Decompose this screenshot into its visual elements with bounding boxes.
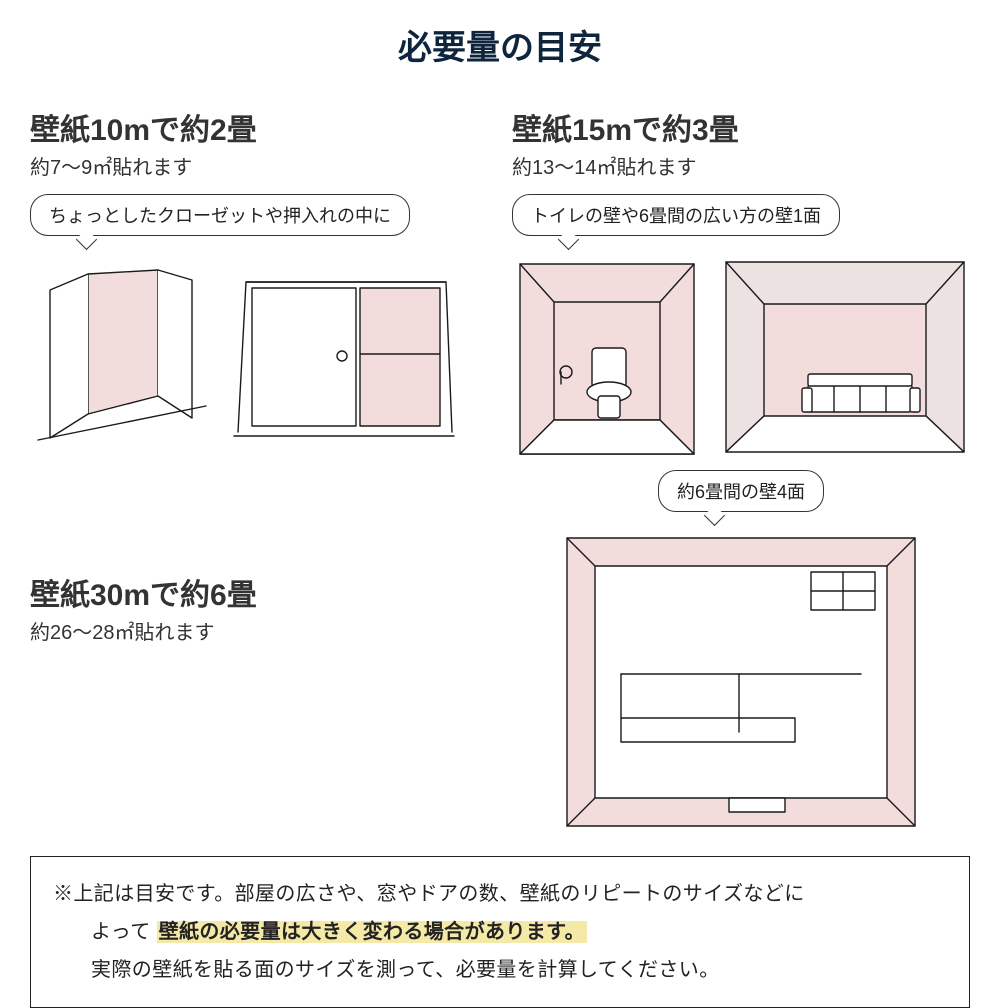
closet-open-icon [30, 256, 210, 446]
note-line: ※上記は目安です。部屋の広さや、窓やドアの数、壁紙のリピートのサイズなどに [53, 875, 947, 913]
section-subtext: 約7〜9㎡貼れます [30, 151, 482, 180]
section-30m: 壁紙30mで約6畳 約26〜28㎡貼れます [30, 470, 482, 832]
section-30m-illustration: 約6畳間の壁4面 [512, 470, 970, 832]
section-10m: 壁紙10mで約2畳 約7〜9㎡貼れます ちょっとしたクローゼットや押入れの中に [30, 105, 482, 456]
section-heading: 壁紙10mで約2畳 [30, 105, 482, 149]
guide-grid: 壁紙10mで約2畳 約7〜9㎡貼れます ちょっとしたクローゼットや押入れの中に [30, 105, 970, 832]
note-text: よって [91, 921, 151, 943]
note-highlight: 壁紙の必要量は大きく変わる場合があります。 [157, 921, 587, 943]
caption-bubble: ちょっとしたクローゼットや押入れの中に [30, 194, 410, 236]
closet-sliding-icon [228, 256, 458, 446]
section-subtext: 約26〜28㎡貼れます [30, 616, 482, 645]
room-accent-wall-icon [720, 256, 970, 456]
illustration-row [30, 256, 482, 446]
room-floorplan-icon [561, 532, 921, 832]
section-heading: 壁紙30mで約6畳 [30, 570, 482, 614]
note-box: ※上記は目安です。部屋の広さや、窓やドアの数、壁紙のリピートのサイズなどに よっ… [30, 856, 970, 1008]
illustration-row [512, 256, 970, 456]
toilet-room-icon [512, 256, 702, 456]
note-line: よって 壁紙の必要量は大きく変わる場合があります。 [53, 913, 947, 951]
section-15m: 壁紙15mで約3畳 約13〜14㎡貼れます トイレの壁や6畳間の広い方の壁1面 [512, 105, 970, 456]
note-line: 実際の壁紙を貼る面のサイズを測って、必要量を計算してください。 [53, 951, 947, 989]
caption-bubble: 約6畳間の壁4面 [658, 470, 824, 512]
caption-bubble: トイレの壁や6畳間の広い方の壁1面 [512, 194, 840, 236]
page-title: 必要量の目安 [30, 20, 970, 69]
section-subtext: 約13〜14㎡貼れます [512, 151, 970, 180]
section-heading: 壁紙15mで約3畳 [512, 105, 970, 149]
